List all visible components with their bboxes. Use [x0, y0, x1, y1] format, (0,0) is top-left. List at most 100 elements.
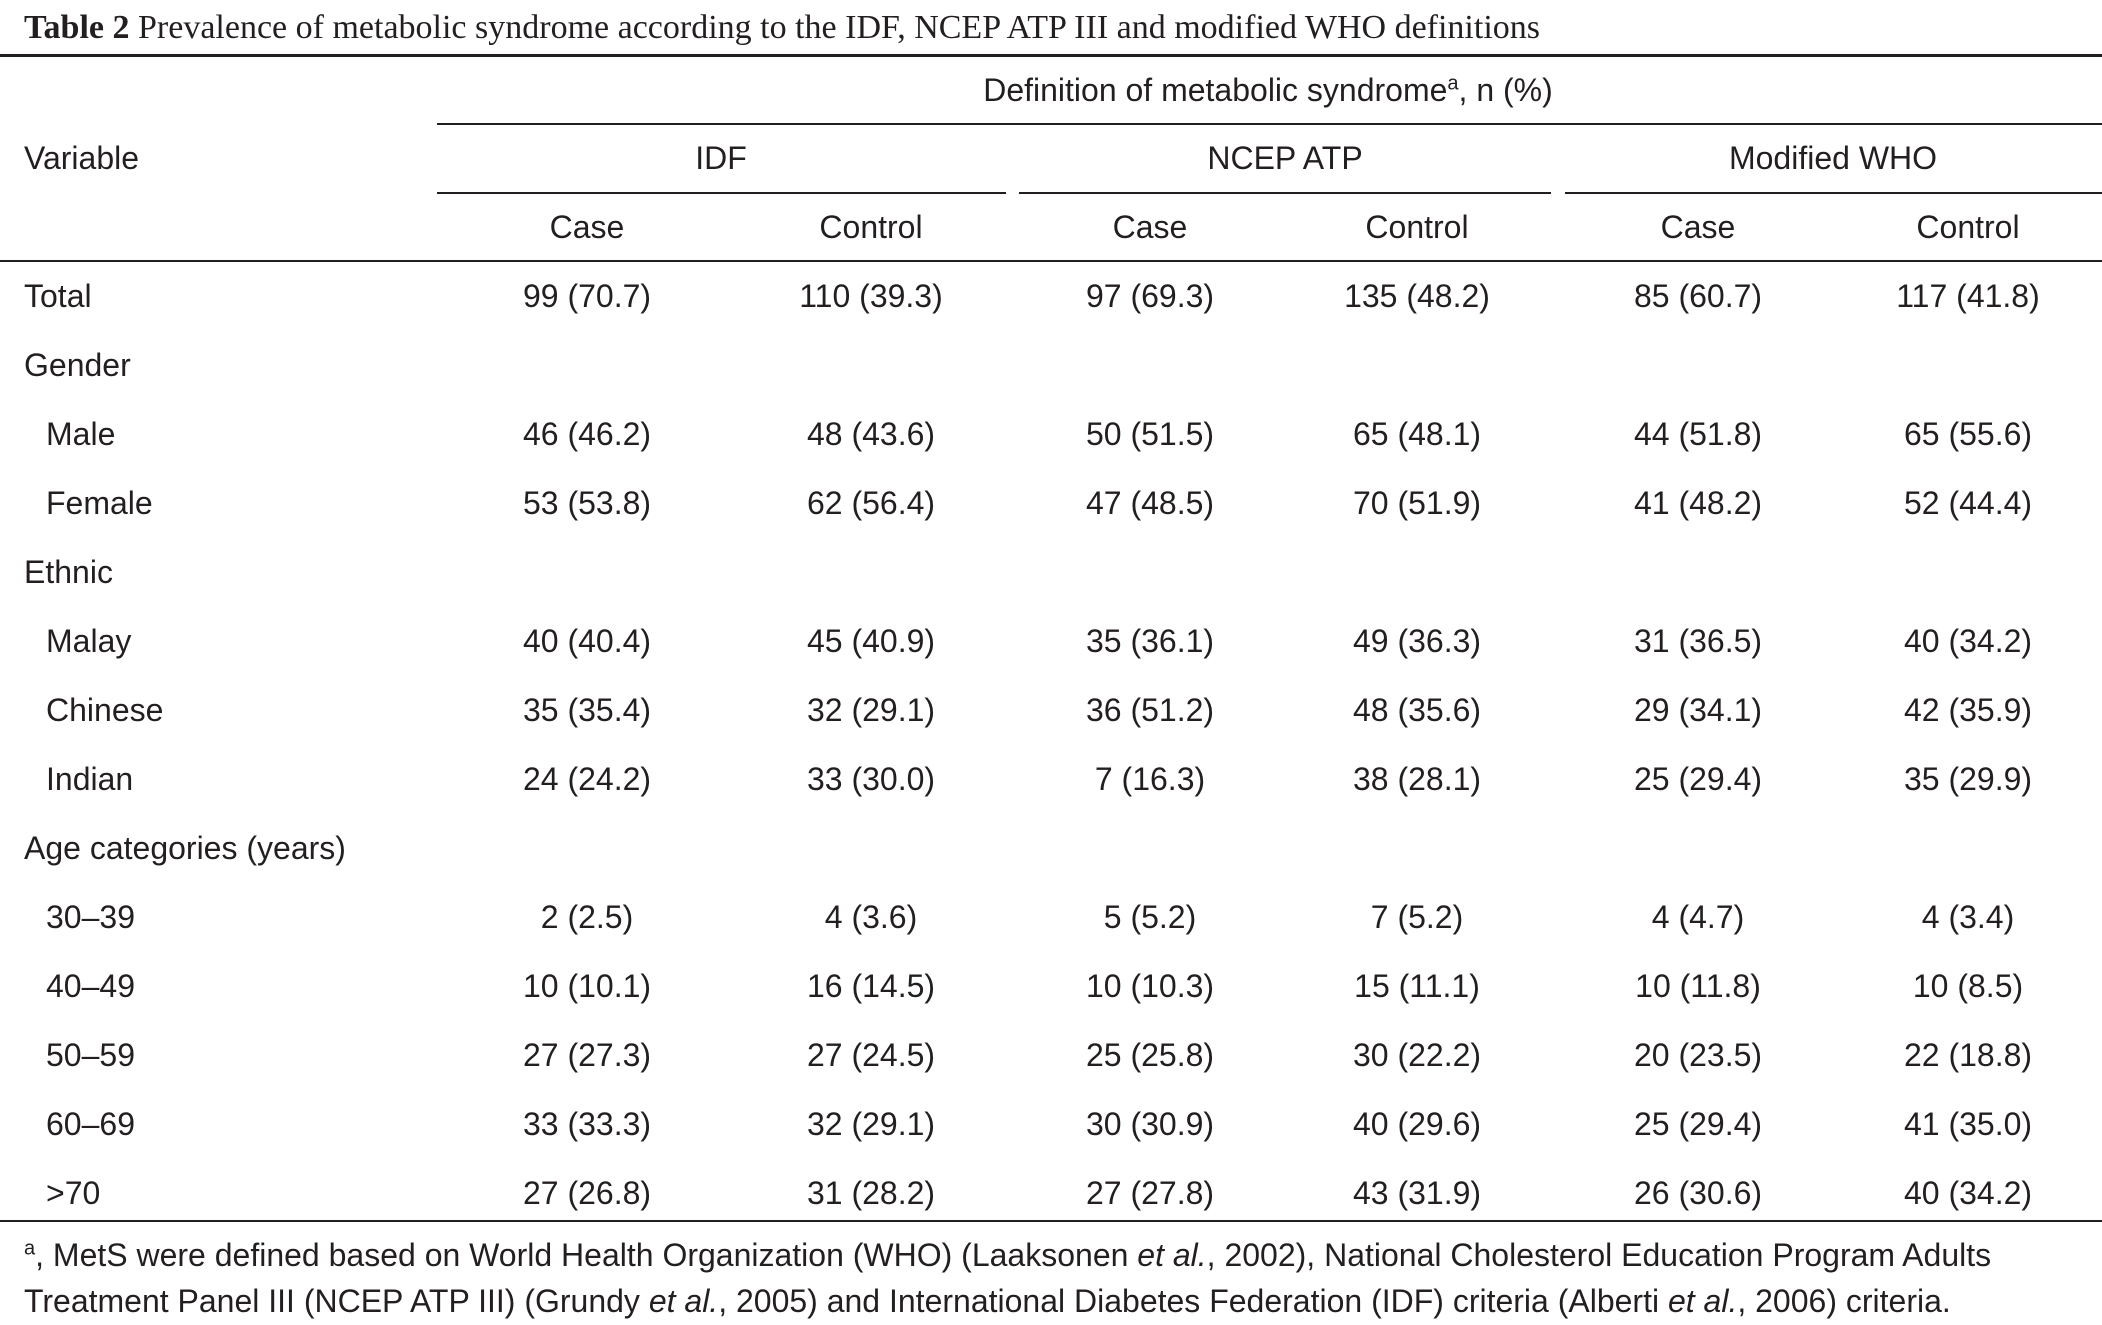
cell-ncep-case: 5 (5.2) — [1103, 899, 1197, 935]
cell-ncep-control: 30 (22.2) — [1352, 1037, 1482, 1073]
subcol-header-idf-case: Case — [549, 209, 625, 245]
spanner-header: Definition of metabolic syndromea, n (%) — [983, 70, 1553, 110]
row-label: Total — [24, 278, 92, 314]
cell-idf-case: 40 (40.4) — [522, 623, 652, 659]
row-label: 50–59 — [46, 1037, 135, 1073]
cell-idf-control: 27 (24.5) — [806, 1037, 936, 1073]
row-label: Indian — [46, 761, 134, 797]
footnote: a, MetS were defined based on World Heal… — [24, 1232, 2094, 1324]
group-header-modified-who: Modified WHO — [1728, 140, 1938, 176]
group-header-ncep-atp: NCEP ATP — [1207, 140, 1363, 176]
cell-idf-control: 110 (39.3) — [799, 278, 943, 314]
row-label: 60–69 — [46, 1106, 135, 1142]
subcol-header-ncep-case: Case — [1112, 209, 1188, 245]
cell-ncep-control: 40 (29.6) — [1352, 1106, 1482, 1142]
bottom-rule — [0, 1220, 2102, 1222]
cell-who-case: 4 (4.7) — [1651, 899, 1745, 935]
spanner-rule — [437, 123, 2102, 125]
variable-header: Variable — [24, 140, 140, 176]
cell-ncep-case: 97 (69.3) — [1085, 278, 1215, 314]
row-label: Male — [46, 416, 116, 452]
subcol-header-who-case: Case — [1660, 209, 1736, 245]
cell-ncep-case: 35 (36.1) — [1085, 623, 1215, 659]
cell-idf-case: 10 (10.1) — [522, 968, 652, 1004]
cell-idf-case: 27 (27.3) — [522, 1037, 652, 1073]
group-rule-idf — [437, 192, 1006, 194]
cell-who-control: 10 (8.5) — [1912, 968, 2024, 1004]
footnote-part: , MetS were defined based on World Healt… — [35, 1237, 1138, 1273]
cell-ncep-case: 7 (16.3) — [1094, 761, 1206, 797]
row-label: 30–39 — [46, 899, 135, 935]
cell-who-control: 4 (3.4) — [1921, 899, 2015, 935]
cell-who-control: 117 (41.8) — [1896, 278, 2040, 314]
row-label: Age categories (years) — [24, 830, 346, 866]
cell-idf-case: 24 (24.2) — [522, 761, 652, 797]
cell-idf-case: 2 (2.5) — [540, 899, 634, 935]
row-label: Female — [46, 485, 153, 521]
cell-idf-control: 32 (29.1) — [806, 1106, 936, 1142]
group-header-idf: IDF — [695, 140, 747, 176]
spanner-suffix: , n (%) — [1458, 72, 1553, 108]
cell-who-control: 40 (34.2) — [1903, 623, 2033, 659]
footnote-part: , 2006) criteria. — [1737, 1283, 1951, 1319]
cell-ncep-control: 43 (31.9) — [1352, 1175, 1482, 1211]
row-label: 40–49 — [46, 968, 135, 1004]
footnote-italic-part: et al. — [1667, 1283, 1738, 1319]
cell-who-control: 65 (55.6) — [1903, 416, 2033, 452]
subcol-header-ncep-control: Control — [1365, 209, 1469, 245]
footnote-part: , 2002), National Cholesterol Education … — [24, 1237, 1992, 1319]
cell-idf-case: 27 (26.8) — [522, 1175, 652, 1211]
cell-idf-control: 62 (56.4) — [806, 485, 936, 521]
header-bottom-rule — [0, 260, 2102, 262]
cell-ncep-control: 48 (35.6) — [1352, 692, 1482, 728]
row-label: Ethnic — [24, 554, 113, 590]
cell-ncep-control: 49 (36.3) — [1352, 623, 1482, 659]
cell-who-case: 31 (36.5) — [1633, 623, 1763, 659]
cell-who-case: 25 (29.4) — [1633, 761, 1763, 797]
table-caption: Table 2 Prevalence of metabolic syndrome… — [24, 6, 1540, 50]
cell-who-case: 41 (48.2) — [1633, 485, 1763, 521]
footnote-mark: a — [24, 1237, 36, 1260]
cell-idf-control: 31 (28.2) — [806, 1175, 936, 1211]
row-label: Chinese — [46, 692, 164, 728]
cell-idf-case: 53 (53.8) — [522, 485, 652, 521]
cell-idf-case: 46 (46.2) — [522, 416, 652, 452]
spanner-text: Definition of metabolic syndrome — [983, 72, 1448, 108]
cell-who-control: 41 (35.0) — [1903, 1106, 2033, 1142]
table-label: Table 2 — [24, 9, 130, 46]
cell-idf-control: 4 (3.6) — [824, 899, 918, 935]
cell-idf-control: 32 (29.1) — [806, 692, 936, 728]
cell-idf-control: 48 (43.6) — [806, 416, 936, 452]
cell-idf-control: 45 (40.9) — [806, 623, 936, 659]
cell-idf-case: 99 (70.7) — [522, 278, 652, 314]
group-rule-ncep-atp — [1019, 192, 1551, 194]
footnote-italic-part: et al. — [648, 1283, 719, 1319]
cell-who-case: 25 (29.4) — [1633, 1106, 1763, 1142]
cell-ncep-case: 50 (51.5) — [1085, 416, 1215, 452]
cell-ncep-control: 135 (48.2) — [1344, 278, 1490, 314]
cell-who-case: 85 (60.7) — [1633, 278, 1763, 314]
cell-ncep-control: 65 (48.1) — [1352, 416, 1482, 452]
cell-who-case: 20 (23.5) — [1633, 1037, 1763, 1073]
table-title: Prevalence of metabolic syndrome accordi… — [138, 9, 1541, 46]
footnote-italic-part: et al. — [1137, 1237, 1207, 1273]
cell-who-case: 44 (51.8) — [1633, 416, 1763, 452]
top-rule — [0, 54, 2102, 57]
cell-ncep-case: 25 (25.8) — [1085, 1037, 1215, 1073]
cell-who-control: 42 (35.9) — [1903, 692, 2033, 728]
spanner-footnote-mark: a — [1447, 72, 1459, 95]
subcol-header-idf-control: Control — [819, 209, 923, 245]
cell-idf-case: 35 (35.4) — [522, 692, 652, 728]
cell-idf-control: 16 (14.5) — [806, 968, 936, 1004]
subcol-header-who-control: Control — [1916, 209, 2020, 245]
cell-ncep-control: 7 (5.2) — [1370, 899, 1464, 935]
cell-ncep-case: 30 (30.9) — [1085, 1106, 1215, 1142]
footnote-part: , 2005) and International Diabetes Feder… — [718, 1283, 1668, 1319]
cell-idf-case: 33 (33.3) — [522, 1106, 652, 1142]
cell-ncep-control: 15 (11.1) — [1354, 968, 1480, 1004]
cell-who-control: 22 (18.8) — [1903, 1037, 2033, 1073]
cell-ncep-case: 47 (48.5) — [1085, 485, 1215, 521]
footnote-text: , MetS were defined based on World Healt… — [24, 1237, 1991, 1319]
group-rule-modified-who — [1565, 192, 2102, 194]
row-label: Gender — [24, 347, 131, 383]
